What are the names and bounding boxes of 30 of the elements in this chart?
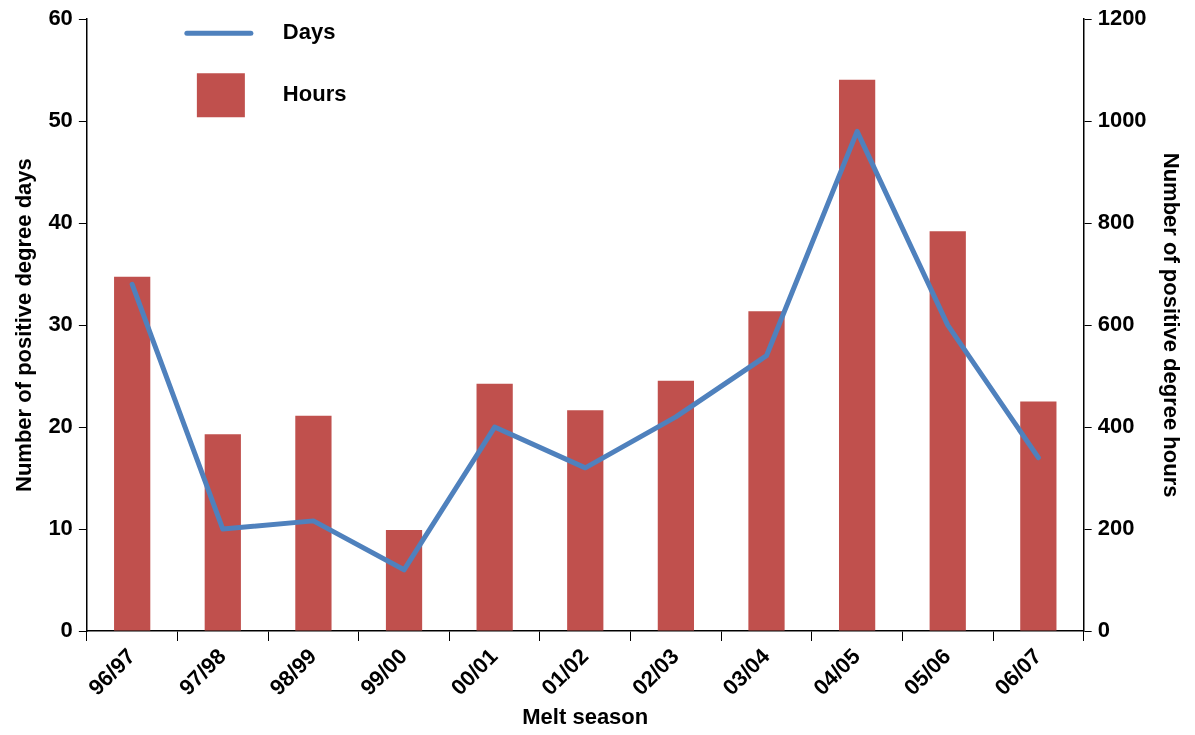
y2-tick-label: 800 <box>1097 209 1135 235</box>
y2-tick-label: 1000 <box>1097 107 1147 133</box>
bar <box>204 434 241 631</box>
y-tick-label: 10 <box>48 515 73 541</box>
x-axis-title: Melt season <box>522 703 649 729</box>
legend-label: Hours <box>282 81 347 107</box>
y-tick-label: 30 <box>48 311 73 337</box>
bar <box>567 410 604 631</box>
bar <box>748 311 785 631</box>
bar <box>838 79 876 631</box>
y-tick-label: 50 <box>48 107 73 133</box>
bar <box>476 383 513 631</box>
bar <box>385 530 423 631</box>
bar <box>114 276 151 631</box>
y2-tick-label: 600 <box>1097 311 1135 337</box>
y-tick-label: 40 <box>48 209 73 235</box>
bar <box>657 380 695 631</box>
y-tick-label: 0 <box>60 617 73 643</box>
y-tick-label: 60 <box>48 5 73 31</box>
bar <box>929 231 966 631</box>
y2-tick-label: 400 <box>1097 413 1135 439</box>
y2-tick-label: 0 <box>1097 617 1110 643</box>
y2-tick-label: 200 <box>1097 515 1135 541</box>
y2-tick-label: 1200 <box>1097 5 1147 31</box>
legend-label: Days <box>282 19 336 45</box>
y-tick-label: 20 <box>48 413 73 439</box>
bar <box>295 415 332 631</box>
y2-axis-title: Number of positive degree hours <box>1158 152 1184 498</box>
y-axis-title: Number of positive degree days <box>11 158 37 492</box>
bar <box>1020 401 1057 631</box>
